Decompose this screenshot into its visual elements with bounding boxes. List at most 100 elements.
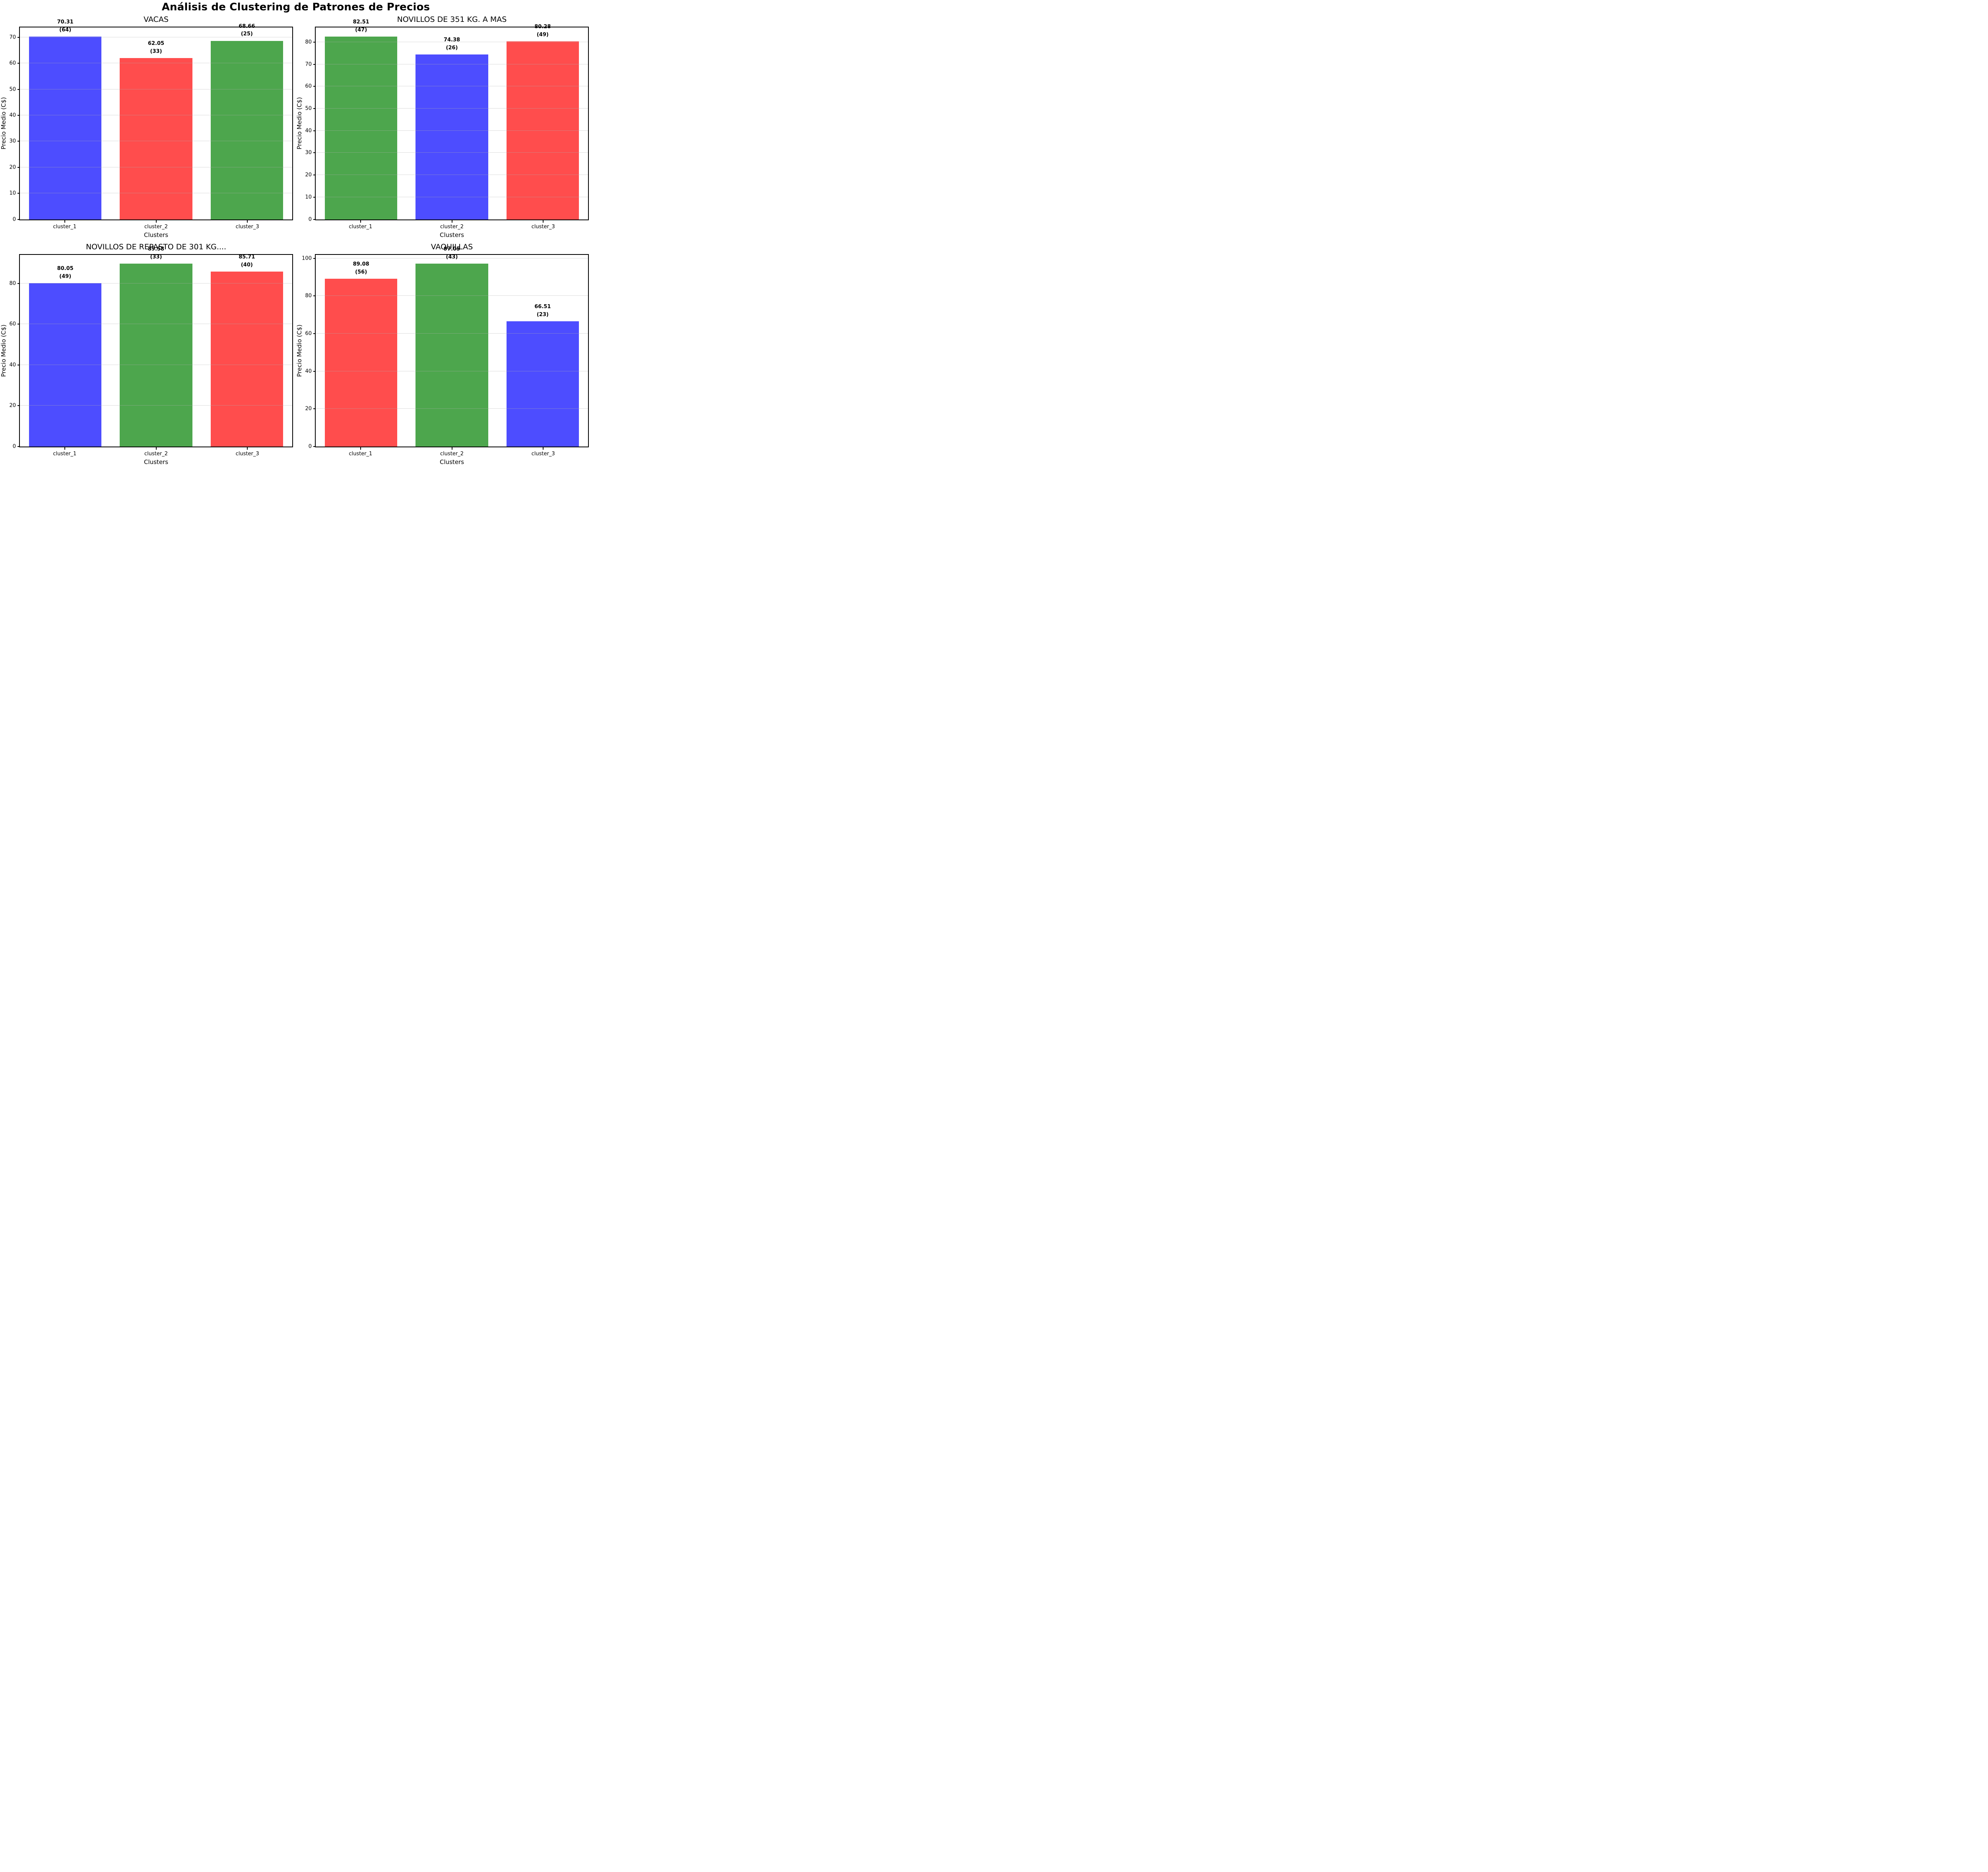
bar-cluster_2 [120,58,192,219]
bar-count-text: (64) [59,27,72,33]
y-tick-label: 20 [9,402,16,409]
y-tick-mark [17,283,20,284]
gridline [20,283,292,284]
chart-vaquillas: VAQUILLAS 0 20 40 60 80 100 89.08 (56) 97.05 (43) 6… [296,241,592,468]
bar-count-text: (33) [150,254,162,260]
bar-value-text: 66.51 [534,304,551,310]
bar-cluster_3 [210,272,283,447]
gridline [316,130,588,131]
x-tick-label: cluster_2 [440,451,464,457]
y-tick-mark [17,89,20,90]
bar-value-label: 68.66 (25) [239,23,255,38]
chart-vacas: VACAS 0 10 20 30 40 50 60 70 70.31 (64) 62.05 (33) 68… [0,14,296,241]
y-tick-mark [313,219,316,220]
gridline [20,405,292,406]
plot-wrap: 0 20 40 60 80 80.05 (49) 89.58 (33) 85.71 (40) Prec… [0,246,293,466]
x-tick-mark [360,447,361,450]
bar-count-text: (26) [446,45,458,51]
y-tick-label: 100 [302,255,312,261]
gridline [316,295,588,296]
chart-title: VACAS [144,15,169,24]
bar-cluster_2 [415,264,488,447]
plot-area: 0 10 20 30 40 50 60 70 70.31 (64) 62.05 (33) 68.66 (2… [0,19,293,222]
plot-wrap: 0 10 20 30 40 50 60 70 80 82.51 (47) 74.38 (26) 80.28… [296,19,589,239]
x-tick-mark [64,447,65,450]
y-tick-mark [313,258,316,259]
bar-count-text: (49) [59,273,72,280]
y-tick-mark [17,405,20,406]
x-axis-label: Clusters [439,231,464,239]
y-tick-mark [17,63,20,64]
bar-cluster_3 [210,41,283,219]
x-tick-mark [543,447,544,450]
chart-title: VAQUILLAS [431,242,473,251]
y-axis-label: Precio Medio (C$) [0,97,7,150]
bar-value-text: 80.28 [534,24,551,30]
y-tick-label: 40 [305,128,312,134]
y-tick-label: 0 [12,443,16,450]
y-tick-mark [17,446,20,447]
y-tick-label: 0 [12,216,16,222]
plot-wrap: 0 20 40 60 80 100 89.08 (56) 97.05 (43) 66.51 (23) P… [296,246,589,466]
bar-cluster_1 [324,279,398,447]
bar-value-text: 82.51 [353,19,369,25]
plot-area: 0 20 40 60 80 80.05 (49) 89.58 (33) 85.71 (40) Prec… [0,246,293,449]
y-tick-mark [313,108,316,109]
bar-value-text: 89.08 [353,261,369,268]
bar-cluster_3 [506,321,579,447]
bar-value-text: 89.58 [148,246,165,252]
bar-value-text: 97.05 [443,246,460,252]
gridline [316,408,588,409]
bar-count-text: (47) [355,27,367,33]
x-tick-label: cluster_2 [144,451,168,457]
gridline [316,333,588,334]
bar-cluster_2 [120,264,192,447]
gridline [316,152,588,153]
bar-value-text: 62.05 [148,41,165,47]
x-tick-label: cluster_2 [144,223,168,230]
x-tick-mark [247,220,248,223]
x-tick-label: cluster_1 [349,451,373,457]
y-tick-mark [313,196,316,198]
y-tick-label: 20 [305,172,312,178]
clustering-analysis-figure: Análisis de Clustering de Patrones de Pr… [0,0,592,468]
y-tick-mark [313,41,316,43]
y-axis-label: Precio Medio (C$) [296,97,303,150]
y-tick-mark [313,295,316,297]
y-tick-label: 10 [9,190,16,196]
bar-count-text: (49) [536,31,549,38]
bar-count-text: (56) [355,269,367,275]
y-tick-label: 80 [305,39,312,45]
y-tick-label: 40 [305,368,312,375]
y-tick-mark [17,167,20,168]
y-axis-label: Precio Medio (C$) [0,324,7,377]
bar-count-text: (43) [446,254,458,260]
x-axis-label: Clusters [144,458,169,466]
bar-value-label: 85.71 (40) [239,253,255,269]
y-tick-label: 50 [9,86,16,93]
bar-value-label: 82.51 (47) [353,18,369,34]
y-tick-label: 20 [9,164,16,171]
x-tick-mark [64,220,65,223]
bar-value-text: 74.38 [443,37,460,43]
bar-value-label: 62.05 (33) [148,40,164,55]
y-tick-label: 0 [308,443,312,450]
y-tick-mark [17,141,20,142]
charts-grid: VACAS 0 10 20 30 40 50 60 70 70.31 (64) 62.05 (33) 68… [0,14,592,468]
x-tick-mark [360,220,361,223]
chart-novillos-repasto-301: NOVILLOS DE REPASTO DE 301 KG.... 0 20 40 60… [0,241,296,468]
plot-area: 0 10 20 30 40 50 60 70 80 82.51 (47) 74.38 (26) 80.28… [296,19,589,222]
bar-count-text: (23) [536,311,549,318]
y-tick-label: 60 [9,60,16,66]
y-tick-label: 10 [305,194,312,200]
y-tick-label: 70 [9,34,16,41]
x-tick-label: cluster_3 [235,451,259,457]
bar-value-label: 66.51 (23) [534,303,551,318]
x-tick-label: cluster_2 [440,223,464,230]
y-tick-label: 60 [305,83,312,89]
x-tick-mark [155,447,157,450]
y-tick-mark [313,64,316,65]
y-tick-mark [17,37,20,38]
x-tick-label: cluster_3 [531,451,555,457]
bar-cluster_1 [324,37,398,219]
